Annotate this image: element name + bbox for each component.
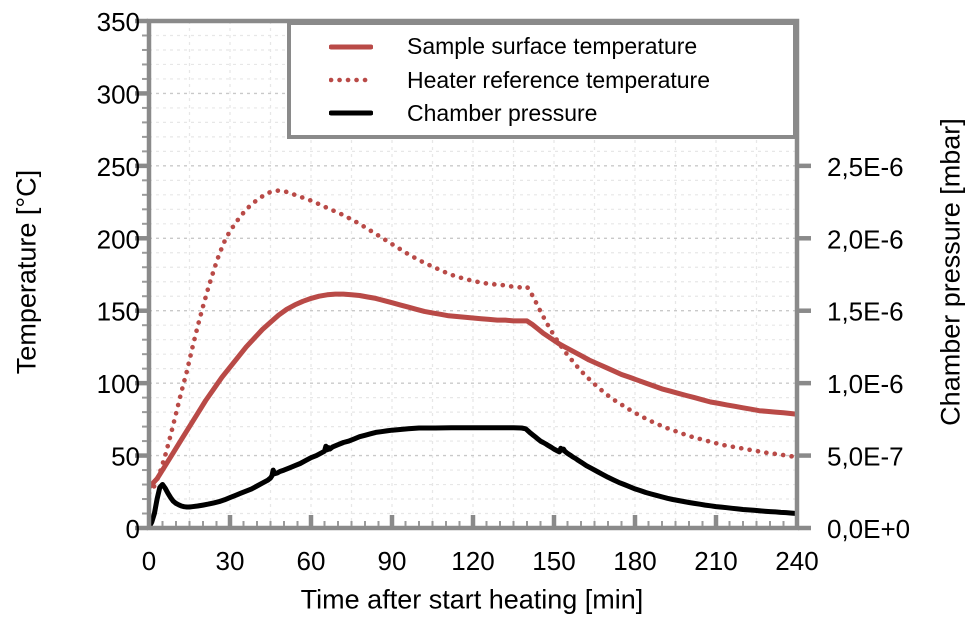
y-left-tick-label: 200 <box>97 224 140 254</box>
x-tick-label: 240 <box>775 546 818 576</box>
legend-label-chamber-pressure: Chamber pressure <box>407 99 598 126</box>
x-tick-label: 0 <box>142 546 156 576</box>
tick-labels: 0 30 60 90 120 150 180 210 240 0 50 100 150 200 250 300… <box>97 7 911 576</box>
legend-entry-chamber-pressure: Chamber pressure <box>291 99 793 126</box>
series-line-chamber-pressure <box>149 425 797 528</box>
legend-entry-sample-surface: Sample surface temperature <box>291 35 793 58</box>
y-right-tick-label: 1,5E-6 <box>827 297 904 327</box>
series-line-heater-reference-temperature <box>149 188 797 496</box>
x-tick-label: 60 <box>297 546 326 576</box>
y-left-tick-label: 150 <box>97 297 140 327</box>
series-line-sample-surface-temperature <box>149 291 797 490</box>
y-right-tick-label: 2,5E-6 <box>827 152 904 182</box>
y-left-tick-label: 100 <box>97 369 140 399</box>
legend: Sample surface temperature Heater refere… <box>287 21 797 139</box>
legend-label-heater-reference: Heater reference temperature <box>407 66 710 93</box>
axis-ticks <box>135 18 811 531</box>
y-right-tick-label: 1,0E-6 <box>827 369 904 399</box>
y-left-axis-title: Temperature [°C] <box>11 169 42 375</box>
x-axis-title: Time after start heating [min] <box>300 584 644 615</box>
x-tick-label: 180 <box>613 546 656 576</box>
y-left-tick-label: 0 <box>126 514 140 544</box>
legend-line-swatch-dotted-red <box>329 77 373 83</box>
y-right-axis-title: Chamber pressure [mbar] <box>935 118 966 426</box>
y-right-tick-label: 0,0E+0 <box>827 514 910 544</box>
x-tick-label: 30 <box>216 546 245 576</box>
x-tick-label: 90 <box>378 546 407 576</box>
legend-line-swatch-solid-red <box>329 44 373 50</box>
x-tick-label: 150 <box>532 546 575 576</box>
y-left-tick-label: 250 <box>97 152 140 182</box>
y-left-tick-label: 50 <box>111 442 140 472</box>
y-right-tick-label: 2,0E-6 <box>827 224 904 254</box>
legend-label-sample-surface: Sample surface temperature <box>407 33 698 60</box>
y-left-tick-label: 300 <box>97 79 140 109</box>
series-group <box>149 188 797 528</box>
legend-entry-heater-reference: Heater reference temperature <box>291 66 793 93</box>
legend-line-swatch-solid-black <box>329 110 373 116</box>
x-tick-label: 120 <box>451 546 494 576</box>
y-right-tick-label: 5,0E-7 <box>827 442 904 472</box>
y-left-tick-label: 350 <box>97 7 140 37</box>
x-tick-label: 210 <box>694 546 737 576</box>
